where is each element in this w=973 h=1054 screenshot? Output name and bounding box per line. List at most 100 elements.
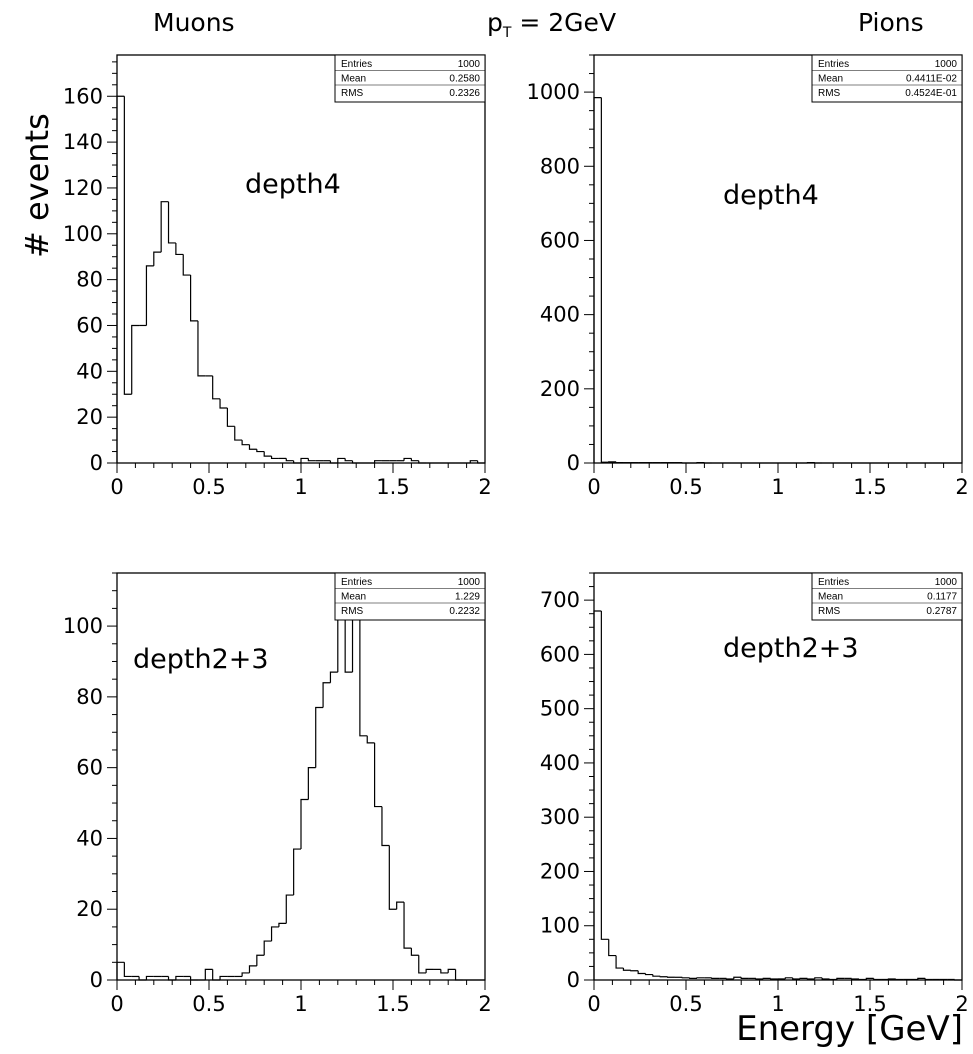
histogram-bin	[131, 324, 140, 395]
histogram-bin	[659, 976, 668, 978]
y-tick-label: 40	[76, 826, 103, 850]
histogram-bin	[344, 615, 353, 673]
histogram-bin	[167, 201, 176, 244]
histogram-bin	[615, 955, 624, 969]
y-tick-label: 0	[567, 451, 580, 475]
y-tick-label: 100	[63, 222, 103, 246]
histogram-bin	[454, 969, 463, 981]
histogram-bin	[396, 901, 405, 910]
histogram-bin	[322, 682, 331, 708]
histogram-bin	[241, 440, 250, 446]
y-tick-label: 80	[76, 268, 103, 292]
x-tick-label: 2	[955, 992, 968, 1016]
plot-frame	[593, 54, 963, 464]
histogram-bin	[600, 97, 609, 463]
histogram-bin	[300, 457, 309, 463]
stats-rms-value: 0.2326	[449, 88, 480, 99]
x-tick-label: 0.5	[669, 992, 702, 1016]
histogram-bin	[182, 254, 191, 276]
histogram-bin	[197, 320, 206, 377]
histogram-bin	[123, 962, 132, 978]
histogram-bin	[366, 735, 375, 744]
y-tick-label: 0	[90, 451, 103, 475]
x-tick-label: 0	[587, 992, 600, 1016]
panel-annotation: depth2+3	[133, 644, 269, 675]
histogram-bin	[667, 976, 675, 978]
y-tick-label: 400	[540, 303, 580, 327]
histogram-bin	[425, 968, 434, 973]
histogram-bin	[226, 407, 235, 427]
histogram-bin	[600, 610, 609, 940]
histogram-bin	[873, 978, 882, 981]
histogram-bin	[836, 977, 845, 980]
histogram-bin	[263, 940, 272, 956]
histogram-bin	[241, 972, 250, 977]
histogram-bin	[285, 458, 294, 462]
x-tick-label: 1.5	[853, 992, 886, 1016]
histogram-bin	[630, 970, 639, 972]
histogram-bin	[696, 977, 705, 979]
histogram-bin	[851, 978, 859, 980]
y-tick-label: 0	[90, 968, 103, 992]
histogram-bin	[689, 977, 698, 979]
stats-box-frame	[811, 54, 963, 103]
histogram-bin	[725, 978, 734, 980]
histogram-bin	[711, 977, 720, 979]
stats-entries-label: Entries	[818, 577, 849, 588]
histogram-bin	[410, 458, 419, 462]
y-tick-label: 200	[540, 859, 580, 883]
histogram-bin	[138, 976, 147, 981]
y-tick-label: 60	[76, 313, 103, 337]
stats-rms-label: RMS	[341, 88, 364, 99]
x-tick-label: 0.5	[192, 992, 225, 1016]
histogram-bin	[755, 978, 764, 980]
stats-rms-value: 0.4524E-01	[905, 88, 957, 99]
histogram-bin	[374, 742, 382, 808]
stats-rms-label: RMS	[818, 606, 841, 617]
histogram-bin	[792, 977, 801, 980]
stats-mean-label: Mean	[818, 74, 843, 85]
histogram-bin	[828, 978, 837, 981]
histogram-bin	[381, 806, 390, 847]
histogram-bin	[190, 976, 198, 981]
stats-mean-label: Mean	[818, 592, 843, 603]
muons-title: Muons	[153, 8, 235, 37]
y-tick-label: 20	[76, 405, 103, 429]
y-tick-label: 100	[63, 614, 103, 638]
stats-box: Entries 1000 Mean 0.2580 RMS 0.2326	[334, 54, 486, 103]
histogram-bin	[307, 767, 316, 800]
stats-mean-label: Mean	[341, 74, 366, 85]
y-tick-label: 60	[76, 756, 103, 780]
histogram-bin	[469, 460, 478, 463]
y-tick-label: 140	[63, 130, 103, 154]
histogram-bin	[123, 96, 132, 395]
histogram-bin	[637, 970, 646, 975]
stats-rms-value: 0.2232	[449, 606, 480, 617]
histogram-bin	[278, 922, 287, 927]
x-axis-label: Energy [GeV]	[736, 1009, 963, 1049]
histogram-bin	[447, 968, 456, 973]
histogram-bin	[865, 977, 874, 980]
histogram-bin	[924, 978, 933, 981]
pt-title-subscript: T	[502, 25, 512, 41]
histogram-bin	[175, 242, 184, 256]
x-tick-label: 0.5	[669, 475, 702, 499]
histogram-bin	[175, 975, 184, 980]
y-tick-label: 160	[63, 84, 103, 108]
histogram-bin	[160, 201, 169, 253]
histogram-bin	[644, 973, 653, 976]
x-tick-label: 0.5	[192, 475, 225, 499]
stats-box: Entries 1000 Mean 0.4411E-02 RMS 0.4524E-01	[811, 54, 963, 103]
y-axis-label: # events	[18, 113, 56, 258]
stats-rms-value: 0.2787	[926, 606, 957, 617]
histogram-bin	[293, 848, 301, 896]
y-tick-label: 500	[540, 697, 580, 721]
y-tick-label: 80	[76, 685, 103, 709]
histogram-bin	[799, 977, 808, 979]
stats-entries-label: Entries	[341, 59, 372, 70]
histogram-bin	[784, 977, 793, 979]
histogram-bin	[145, 265, 154, 326]
histogram-bin	[337, 614, 346, 673]
histogram-bin	[652, 974, 661, 977]
